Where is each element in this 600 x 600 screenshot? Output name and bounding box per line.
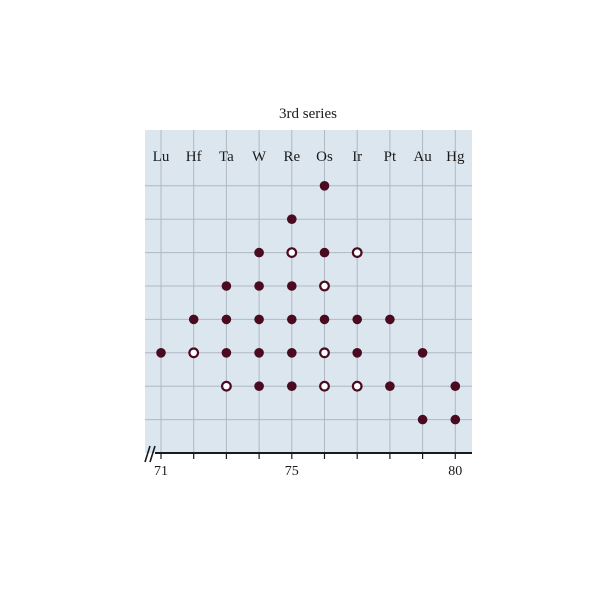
open-data-point [319, 347, 330, 359]
x-tick-label: 80 [448, 464, 462, 479]
filled-data-point [417, 414, 428, 425]
plot-area [145, 130, 472, 453]
open-data-point [319, 280, 330, 292]
filled-data-point [221, 281, 232, 291]
filled-data-point [352, 314, 363, 325]
element-label: W [252, 149, 267, 165]
x-tick-label: 71 [154, 464, 168, 479]
filled-data-point [385, 381, 395, 392]
axis-break-mark [149, 445, 156, 463]
open-data-point [188, 347, 200, 359]
filled-data-point [254, 348, 264, 358]
filled-data-point [385, 314, 395, 325]
element-label: Hf [186, 149, 202, 165]
element-label: Pt [384, 149, 397, 165]
x-tick-label: 75 [285, 464, 299, 479]
filled-data-point [254, 281, 264, 291]
filled-data-point [221, 314, 232, 325]
filled-data-point [287, 214, 297, 224]
element-label: Re [283, 149, 300, 165]
element-label: Os [316, 149, 333, 165]
element-labels: Lu Hf Ta W Re Os Ir Pt Au Hg [153, 149, 465, 165]
filled-data-point [319, 247, 330, 258]
open-data-point [220, 380, 232, 392]
filled-data-point [188, 314, 199, 325]
x-tick-labels: 71 75 80 [154, 464, 462, 479]
filled-data-point [287, 281, 297, 291]
x-axis [144, 445, 472, 463]
filled-data-point [319, 181, 330, 191]
element-label: Lu [153, 149, 170, 165]
open-data-point [319, 380, 330, 392]
filled-data-point [287, 348, 297, 358]
element-label: Au [413, 149, 432, 165]
filled-data-point [287, 314, 297, 325]
plot-background [145, 130, 472, 453]
open-data-point [286, 247, 298, 259]
filled-data-point [352, 348, 363, 358]
filled-data-point [254, 247, 264, 258]
axis-break-mark [144, 445, 151, 463]
element-label: Ir [352, 149, 362, 165]
filled-data-point [156, 348, 166, 358]
filled-data-point [450, 381, 461, 392]
data-points [156, 181, 461, 425]
grid-lines [145, 130, 472, 453]
element-label: Hg [446, 149, 465, 165]
filled-data-point [450, 414, 461, 425]
filled-data-point [417, 348, 428, 358]
filled-data-point [221, 348, 232, 358]
chart-title: 3rd series [279, 106, 337, 122]
open-data-point [351, 247, 363, 259]
filled-data-point [254, 381, 264, 392]
element-label: Ta [219, 149, 234, 165]
filled-data-point [319, 314, 330, 325]
filled-data-point [287, 381, 297, 392]
open-data-point [351, 380, 363, 392]
filled-data-point [254, 314, 264, 325]
